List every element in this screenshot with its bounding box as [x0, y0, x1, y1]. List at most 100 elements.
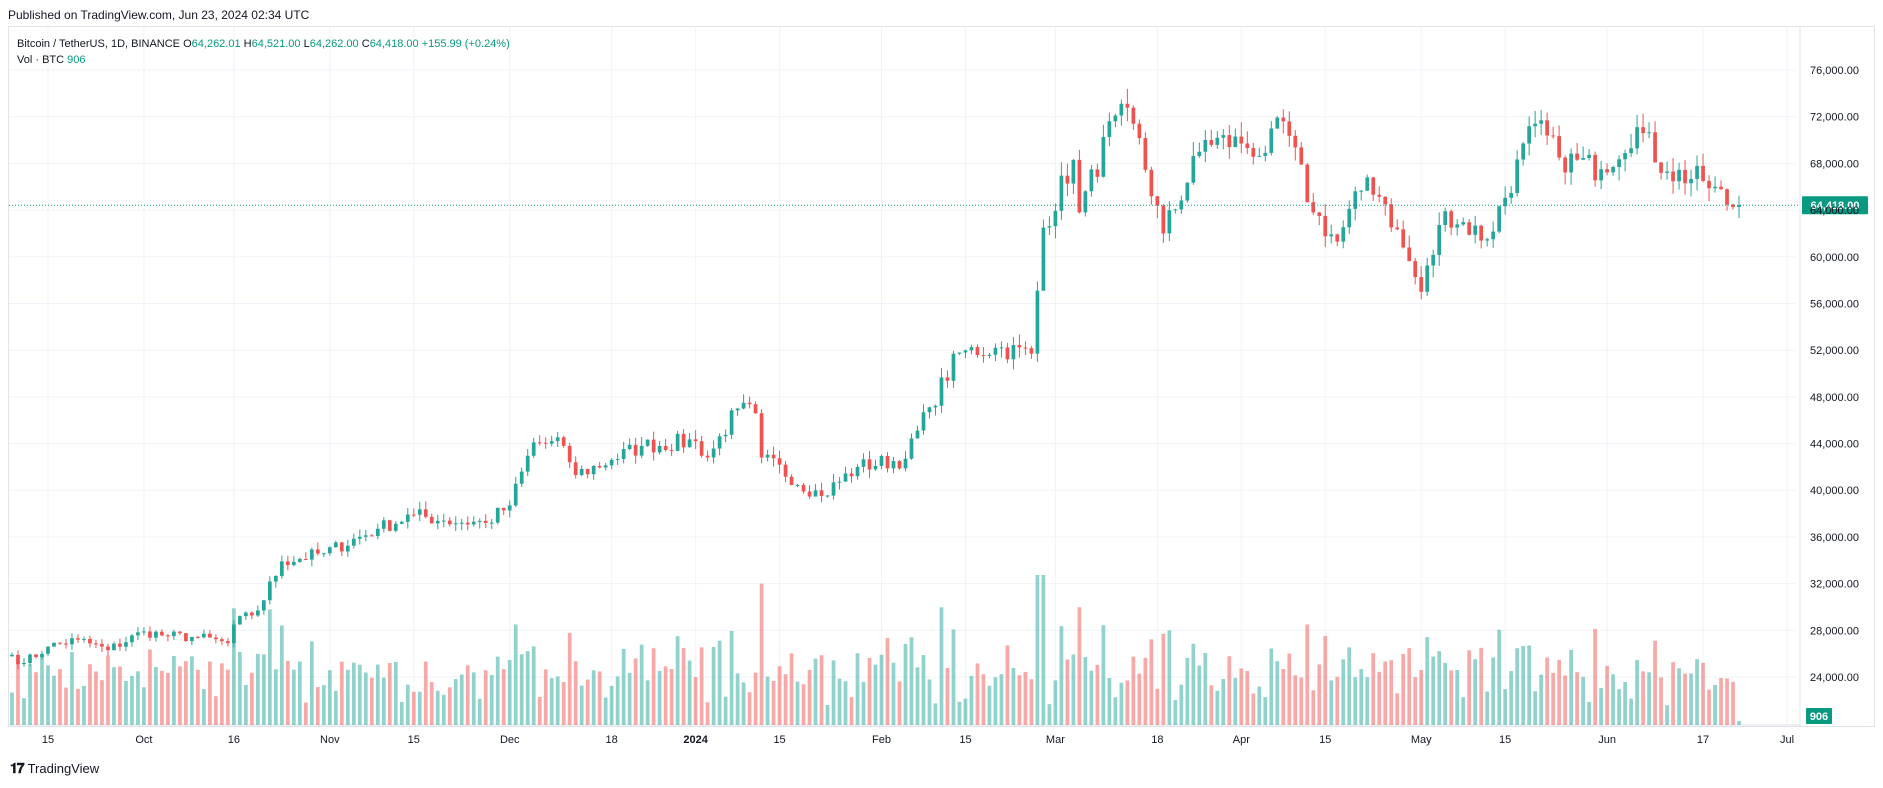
volume-bar	[597, 671, 602, 725]
volume-bar	[831, 660, 836, 725]
candle-body	[1137, 123, 1142, 139]
candle-body	[339, 542, 344, 552]
volume-bar	[1719, 677, 1723, 725]
volume-bar	[172, 655, 176, 725]
volume-bar	[160, 670, 164, 725]
volume-bar	[1101, 625, 1106, 725]
candle-body	[1419, 277, 1424, 292]
volume-bar	[687, 660, 692, 725]
candle-body	[1707, 180, 1711, 189]
time-tick-label: Jun	[1598, 734, 1616, 746]
candle-body	[645, 439, 650, 446]
volume-bar	[1383, 661, 1388, 725]
volume-bar	[873, 664, 878, 725]
volume-bar	[675, 636, 680, 725]
volume-bar	[1287, 653, 1292, 725]
candle-body	[561, 437, 566, 446]
volume-bar	[1029, 679, 1034, 725]
symbol-title: Bitcoin / TetherUS, 1D, BINANCE	[17, 38, 181, 50]
candle-body	[495, 507, 500, 523]
price-tick-label: 48,000.00	[1810, 392, 1859, 404]
volume-bar	[519, 654, 524, 725]
candle-body	[1533, 123, 1538, 127]
volume-bar	[1413, 677, 1418, 725]
volume-bar	[1599, 688, 1603, 725]
volume-bar	[100, 680, 104, 725]
volume-bar	[1419, 670, 1424, 725]
volume-bar	[375, 664, 380, 725]
published-header: Published on TradingView.com, Jun 23, 20…	[8, 8, 310, 22]
tradingview-logo-icon: 𝟏𝟕	[10, 760, 25, 776]
volume-bar	[1023, 671, 1028, 725]
chart-frame[interactable]	[8, 26, 1875, 727]
volume-bar	[921, 655, 926, 725]
candle-body	[831, 482, 836, 496]
candle-body	[1275, 117, 1280, 129]
candle-body	[267, 581, 272, 601]
volume-bar	[1377, 671, 1382, 725]
open-label: O	[183, 38, 192, 50]
candle-body	[1341, 227, 1346, 242]
candle-body	[759, 413, 764, 458]
candle-body	[885, 455, 890, 469]
volume-bar	[1455, 669, 1460, 725]
candle-body	[537, 442, 542, 444]
volume-bar	[315, 687, 320, 725]
volume-bar	[1527, 645, 1532, 725]
volume-bar	[615, 676, 620, 725]
volume-bar	[951, 629, 956, 725]
candle-body	[52, 642, 56, 647]
time-tick-label: 15	[959, 734, 971, 746]
volume-bar	[16, 662, 20, 725]
price-tick-label: 56,000.00	[1810, 298, 1859, 310]
candle-body	[1305, 164, 1310, 203]
volume-bar	[1365, 677, 1370, 725]
candle-body	[1053, 210, 1058, 227]
volume-bar	[897, 681, 902, 725]
time-tick-label: 15	[1499, 734, 1511, 746]
volume-bar	[1659, 677, 1663, 725]
candle-body	[1503, 197, 1508, 207]
candle-body	[489, 522, 494, 524]
candle-body	[1653, 132, 1657, 163]
candle-body	[1197, 151, 1202, 157]
candle-body	[160, 631, 164, 636]
candle-body	[154, 631, 158, 638]
candle-body	[1167, 210, 1172, 234]
candle-body	[1641, 127, 1645, 134]
candle-body	[729, 410, 734, 435]
candle-body	[1491, 231, 1496, 240]
volume-bar	[435, 690, 440, 725]
candle-body	[148, 631, 152, 638]
candle-body	[1185, 182, 1190, 201]
candle-body	[1545, 120, 1549, 136]
candle-body	[1683, 169, 1687, 184]
candle-body	[741, 402, 746, 409]
price-axis: 24,000.00 28,000.00 32,000.00 36,000.00 40,0…	[1810, 65, 1859, 684]
volume-bar	[651, 648, 656, 725]
volume-bar	[1611, 674, 1615, 725]
candle-body	[687, 439, 692, 448]
volume-bar	[1731, 681, 1735, 725]
volume-bar	[507, 659, 512, 725]
volume-bar	[759, 583, 764, 725]
candle-body	[981, 355, 986, 357]
chart-legend: Bitcoin / TetherUS, 1D, BINANCE O64,262.…	[17, 36, 510, 68]
candle-body	[837, 481, 842, 483]
volume-bar	[801, 684, 806, 725]
candle-body	[1737, 205, 1741, 208]
tradingview-logo[interactable]: 𝟏𝟕 TradingView	[10, 760, 99, 777]
time-tick-label: Jul	[1780, 734, 1794, 746]
volume-bar	[849, 697, 854, 725]
candle-body	[969, 347, 974, 351]
candle-body	[10, 654, 14, 657]
candle-body	[1695, 165, 1699, 179]
candle-body	[1395, 227, 1400, 230]
volume-bar	[627, 672, 632, 725]
candle-body	[1335, 234, 1340, 242]
volume-bar	[327, 670, 332, 725]
volume-bar	[1017, 675, 1022, 725]
candle-body	[777, 458, 782, 465]
candle-body	[465, 522, 470, 525]
